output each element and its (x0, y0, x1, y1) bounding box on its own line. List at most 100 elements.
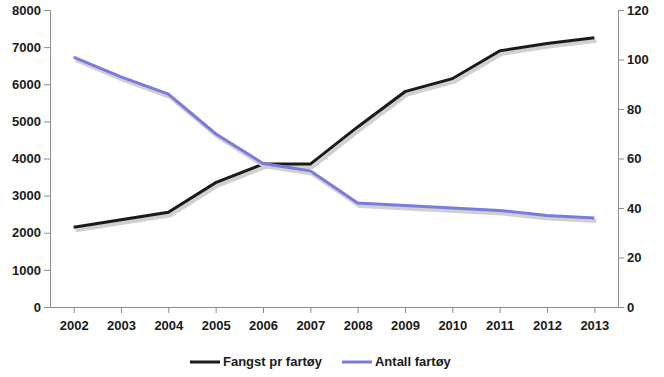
tick-mark (44, 233, 50, 234)
tick: 4000 (12, 151, 50, 166)
tick: 2003 (107, 307, 136, 333)
tick-label: 0 (34, 300, 41, 315)
tick: 3000 (12, 188, 50, 203)
line (74, 57, 595, 218)
tick: 120 (618, 3, 649, 18)
tick: 100 (618, 52, 649, 67)
tick: 0 (34, 300, 50, 315)
tick-label: 7000 (12, 40, 41, 55)
tick-label: 2000 (12, 225, 41, 240)
tick: 6000 (12, 77, 50, 92)
tick-label: 100 (627, 52, 649, 67)
tick: 60 (618, 151, 641, 166)
tick-label: 80 (627, 102, 641, 117)
tick-mark (618, 208, 624, 209)
tick-label: 2011 (486, 318, 514, 333)
tick: 0 (618, 300, 634, 315)
tick-label: 4000 (12, 151, 41, 166)
tick: 2005 (202, 307, 231, 333)
series-group (74, 38, 597, 230)
tick: 2000 (12, 225, 50, 240)
y2-axis: 0 20 40 60 80 100 120 (618, 3, 649, 315)
axis-line (51, 307, 619, 308)
tick-label: 2010 (438, 318, 467, 333)
tick-label: 1000 (12, 263, 41, 278)
legend-item: Antall fartøy (342, 354, 452, 369)
legend-swatch (342, 361, 372, 364)
tick: 2012 (533, 307, 562, 333)
line-shadow (76, 60, 597, 221)
tick-mark (44, 84, 50, 85)
y-axis: 0 1000 2000 3000 4000 5000 6000 7000 8000 (12, 3, 50, 315)
tick-mark (618, 109, 624, 110)
legend: Fangst pr fartøy Antall fartøy (190, 354, 452, 369)
tick: 2013 (580, 307, 609, 333)
tick-label: 3000 (12, 188, 41, 203)
tick-mark (618, 159, 624, 160)
tick-label: 8000 (12, 3, 41, 18)
tick-mark (74, 307, 75, 313)
tick: 2006 (249, 307, 278, 333)
tick: 2002 (60, 307, 89, 333)
tick-mark (310, 307, 311, 313)
legend-label: Fangst pr fartøy (223, 354, 323, 369)
tick: 2008 (344, 307, 373, 333)
tick-label: 2012 (533, 318, 562, 333)
tick-mark (44, 10, 50, 11)
tick-mark (452, 307, 453, 313)
tick: 2004 (154, 307, 184, 333)
tick: 2009 (391, 307, 420, 333)
tick-label: 2006 (249, 318, 278, 333)
tick-mark (500, 307, 501, 313)
tick-mark (618, 10, 624, 11)
tick-label: 2005 (202, 318, 231, 333)
tick: 2011 (486, 307, 514, 333)
x-axis: 2002 2003 2004 2005 2006 2007 2008 2009 2010 2011… (51, 307, 619, 333)
tick-label: 0 (627, 300, 634, 315)
tick-mark (44, 270, 50, 271)
tick-label: 2009 (391, 318, 420, 333)
tick-label: 60 (627, 151, 641, 166)
tick-mark (618, 258, 624, 259)
tick: 2010 (438, 307, 467, 333)
tick-mark (594, 307, 595, 313)
tick-label: 20 (627, 250, 641, 265)
tick-mark (121, 307, 122, 313)
tick-label: 120 (627, 3, 649, 18)
axis-line (50, 11, 51, 308)
tick-mark (358, 307, 359, 313)
chart: 0 1000 2000 3000 4000 5000 6000 7000 8000 0 20 40 60… (0, 0, 664, 377)
legend-item: Fangst pr fartøy (190, 354, 323, 369)
tick-mark (618, 307, 624, 308)
tick-mark (216, 307, 217, 313)
line-shadow (76, 41, 597, 230)
tick-mark (618, 60, 624, 61)
tick-label: 2008 (344, 318, 373, 333)
tick-label: 6000 (12, 77, 41, 92)
tick-mark (547, 307, 548, 313)
line (74, 38, 595, 227)
tick: 40 (618, 201, 641, 216)
tick-mark (168, 307, 169, 313)
tick-label: 2007 (296, 318, 325, 333)
tick: 1000 (12, 263, 50, 278)
tick: 8000 (12, 3, 50, 18)
tick-mark (44, 121, 50, 122)
tick: 2007 (296, 307, 325, 333)
tick-mark (263, 307, 264, 313)
tick-mark (44, 196, 50, 197)
tick-mark (44, 307, 50, 308)
tick-label: 5000 (12, 114, 41, 129)
tick-label: 2004 (154, 318, 184, 333)
legend-label: Antall fartøy (375, 354, 452, 369)
tick-mark (44, 159, 50, 160)
tick: 5000 (12, 114, 50, 129)
tick: 20 (618, 250, 641, 265)
plot: 0 1000 2000 3000 4000 5000 6000 7000 8000 0 20 40 60… (12, 3, 649, 334)
legend-swatch (190, 361, 220, 364)
tick-label: 40 (627, 201, 641, 216)
tick-mark (44, 47, 50, 48)
tick-label: 2013 (580, 318, 609, 333)
tick-label: 2003 (107, 318, 136, 333)
tick: 80 (618, 102, 641, 117)
